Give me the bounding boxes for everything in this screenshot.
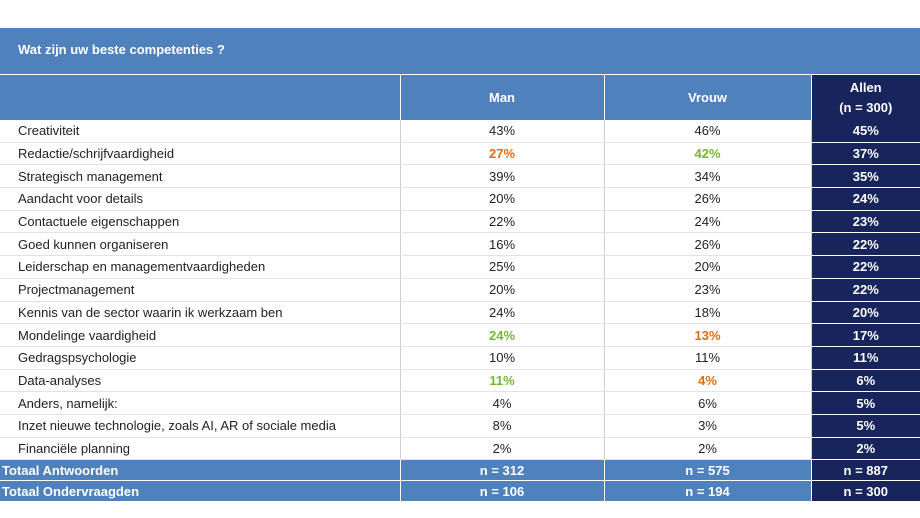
- cell-allen: 2%: [811, 437, 920, 461]
- cell-man: 20%: [400, 278, 605, 302]
- table-body: Creativiteit 43% 46% 45% Redactie/schrijfvaa…: [0, 120, 920, 461]
- cell-man: 39%: [400, 164, 605, 189]
- header-man: Man: [399, 75, 604, 120]
- cell-man: 24%: [400, 301, 605, 325]
- total-allen: n = 887: [810, 459, 920, 481]
- cell-vrouw: 23%: [604, 278, 812, 302]
- cell-vrouw: 11%: [604, 346, 812, 370]
- cell-allen: 5%: [811, 414, 920, 438]
- cell-allen: 24%: [811, 187, 920, 211]
- table-row: Data-analyses 11% 4% 6%: [0, 369, 920, 393]
- row-label: Goed kunnen organiseren: [0, 232, 401, 257]
- cell-vrouw: 3%: [604, 414, 812, 438]
- row-label: Creativiteit: [0, 120, 401, 143]
- competencies-table: Man Vrouw Allen (n = 300) Creativiteit 43…: [0, 75, 920, 502]
- cell-man: 20%: [400, 187, 605, 211]
- row-label: Gedragspsychologie: [0, 346, 401, 370]
- total-man: n = 312: [399, 459, 604, 481]
- cell-vrouw: 4%: [604, 369, 812, 393]
- cell-man: 16%: [400, 232, 605, 257]
- cell-allen: 5%: [811, 391, 920, 415]
- cell-allen: 35%: [811, 164, 920, 189]
- cell-vrouw: 20%: [604, 255, 812, 279]
- table-row: Gedragspsychologie 10% 11% 11%: [0, 346, 920, 370]
- total-row: Totaal Antwoorden n = 312 n = 575 n = 887: [0, 459, 920, 481]
- table-row: Redactie/schrijfvaardigheid 27% 42% 37%: [0, 142, 920, 166]
- cell-allen: 17%: [811, 323, 920, 347]
- cell-man: 24%: [400, 323, 605, 347]
- cell-vrouw: 26%: [604, 187, 812, 211]
- cell-allen: 37%: [811, 142, 920, 166]
- cell-allen: 11%: [811, 346, 920, 370]
- cell-vrouw: 42%: [604, 142, 812, 166]
- cell-man: 2%: [400, 437, 605, 461]
- row-label: Anders, namelijk:: [0, 391, 401, 415]
- row-label: Inzet nieuwe technologie, zoals AI, AR o…: [0, 414, 401, 438]
- cell-man: 25%: [400, 255, 605, 279]
- table-row: Strategisch management 39% 34% 35%: [0, 164, 920, 189]
- table-row: Leiderschap en managementvaardigheden 25%…: [0, 255, 920, 279]
- total-label: Totaal Ondervraagden: [0, 480, 400, 502]
- total-vrouw: n = 194: [603, 480, 811, 502]
- table-row: Projectmanagement 20% 23% 22%: [0, 278, 920, 302]
- cell-vrouw: 24%: [604, 210, 812, 234]
- header-vrouw: Vrouw: [603, 75, 811, 120]
- cell-vrouw: 34%: [604, 164, 812, 189]
- cell-man: 4%: [400, 391, 605, 415]
- cell-allen: 22%: [811, 255, 920, 279]
- cell-man: 11%: [400, 369, 605, 393]
- cell-vrouw: 6%: [604, 391, 812, 415]
- cell-allen: 23%: [811, 210, 920, 234]
- row-label: Contactuele eigenschappen: [0, 210, 401, 234]
- total-man: n = 106: [399, 480, 604, 502]
- header-allen: Allen (n = 300): [810, 75, 920, 120]
- total-vrouw: n = 575: [603, 459, 811, 481]
- table-row: Anders, namelijk: 4% 6% 5%: [0, 391, 920, 415]
- cell-man: 10%: [400, 346, 605, 370]
- cell-vrouw: 18%: [604, 301, 812, 325]
- cell-man: 22%: [400, 210, 605, 234]
- table-title: Wat zijn uw beste competenties ?: [0, 28, 920, 74]
- row-label: Mondelinge vaardigheid: [0, 323, 401, 347]
- row-label: Kennis van de sector waarin ik werkzaam …: [0, 301, 401, 325]
- cell-allen: 22%: [811, 278, 920, 302]
- cell-man: 8%: [400, 414, 605, 438]
- row-label: Financiële planning: [0, 437, 401, 461]
- row-label: Strategisch management: [0, 164, 401, 189]
- cell-vrouw: 46%: [604, 120, 812, 143]
- header-allen-n: (n = 300): [839, 99, 893, 115]
- cell-vrouw: 13%: [604, 323, 812, 347]
- table-footer: Totaal Antwoorden n = 312 n = 575 n = 887 To…: [0, 459, 920, 502]
- row-label: Redactie/schrijfvaardigheid: [0, 142, 401, 166]
- cell-allen: 45%: [811, 120, 920, 143]
- cell-man: 27%: [400, 142, 605, 166]
- total-label: Totaal Antwoorden: [0, 459, 400, 481]
- row-label: Data-analyses: [0, 369, 401, 393]
- table-row: Creativiteit 43% 46% 45%: [0, 120, 920, 143]
- total-allen: n = 300: [810, 480, 920, 502]
- cell-allen: 20%: [811, 301, 920, 325]
- table-row: Financiële planning 2% 2% 2%: [0, 437, 920, 461]
- cell-vrouw: 26%: [604, 232, 812, 257]
- table-row: Kennis van de sector waarin ik werkzaam …: [0, 301, 920, 325]
- cell-man: 43%: [400, 120, 605, 143]
- table-row: Aandacht voor details 20% 26% 24%: [0, 187, 920, 211]
- row-label: Projectmanagement: [0, 278, 401, 302]
- table-row: Goed kunnen organiseren 16% 26% 22%: [0, 232, 920, 257]
- header-row: Man Vrouw Allen (n = 300): [0, 75, 920, 120]
- header-allen-title: Allen: [849, 79, 882, 95]
- cell-vrouw: 2%: [604, 437, 812, 461]
- total-row: Totaal Ondervraagden n = 106 n = 194 n = 30…: [0, 480, 920, 502]
- table-row: Mondelinge vaardigheid 24% 13% 17%: [0, 323, 920, 347]
- row-label: Leiderschap en managementvaardigheden: [0, 255, 401, 279]
- header-label: [0, 75, 400, 120]
- row-label: Aandacht voor details: [0, 187, 401, 211]
- table-row: Inzet nieuwe technologie, zoals AI, AR o…: [0, 414, 920, 438]
- table-row: Contactuele eigenschappen 22% 24% 23%: [0, 210, 920, 234]
- cell-allen: 6%: [811, 369, 920, 393]
- cell-allen: 22%: [811, 232, 920, 257]
